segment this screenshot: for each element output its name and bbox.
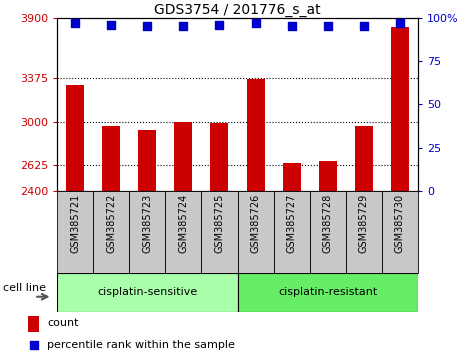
Text: cisplatin-resistant: cisplatin-resistant [278, 287, 377, 297]
Bar [274, 191, 310, 273]
Bar [238, 273, 418, 312]
Bar [201, 191, 238, 273]
Point [180, 23, 187, 29]
Bar [247, 79, 265, 354]
Bar [238, 191, 274, 273]
Text: GSM385722: GSM385722 [106, 194, 116, 253]
Text: GSM385728: GSM385728 [323, 194, 333, 253]
Point [396, 20, 404, 26]
Point [324, 23, 332, 29]
Text: GSM385721: GSM385721 [70, 194, 80, 253]
Text: count: count [48, 318, 79, 329]
Point [288, 23, 295, 29]
Bar [391, 27, 409, 354]
Bar [28, 316, 38, 332]
Text: GSM385729: GSM385729 [359, 194, 369, 253]
Bar [165, 191, 201, 273]
Text: GSM385724: GSM385724 [178, 194, 189, 253]
Title: GDS3754 / 201776_s_at: GDS3754 / 201776_s_at [154, 3, 321, 17]
Bar [57, 273, 238, 312]
Bar [310, 191, 346, 273]
Bar [319, 161, 337, 354]
Text: cisplatin-sensitive: cisplatin-sensitive [97, 287, 198, 297]
Text: GSM385727: GSM385727 [286, 194, 297, 253]
Text: GSM385730: GSM385730 [395, 194, 405, 253]
Text: GSM385723: GSM385723 [142, 194, 152, 253]
Bar [174, 122, 192, 354]
Point [71, 20, 79, 26]
Bar [93, 191, 129, 273]
Bar [346, 191, 382, 273]
Text: cell line: cell line [3, 283, 46, 293]
Text: GSM385726: GSM385726 [250, 194, 261, 253]
Text: GSM385725: GSM385725 [214, 194, 225, 253]
Point [143, 23, 151, 29]
Point [360, 23, 368, 29]
Bar [283, 164, 301, 354]
Bar [66, 85, 84, 354]
Bar [138, 130, 156, 354]
Bar [382, 191, 418, 273]
Text: percentile rank within the sample: percentile rank within the sample [48, 339, 235, 350]
Point [107, 22, 115, 28]
Bar [210, 123, 228, 354]
Point [252, 20, 259, 26]
Point [216, 22, 223, 28]
Bar [102, 126, 120, 354]
Bar [355, 126, 373, 354]
Point [30, 342, 38, 348]
Bar [129, 191, 165, 273]
Bar [57, 191, 93, 273]
